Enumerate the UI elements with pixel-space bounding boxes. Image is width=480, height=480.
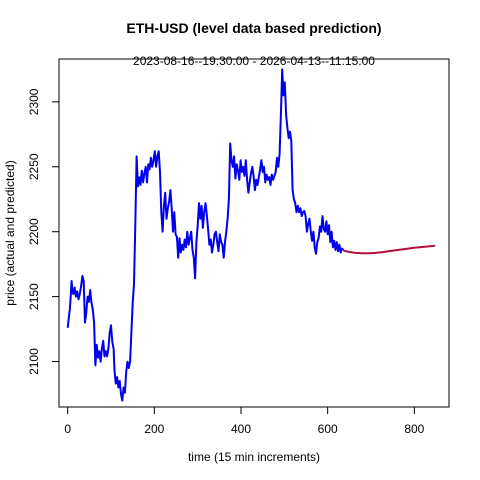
x-axis: 0 200 400 600 800 bbox=[64, 406, 425, 436]
x-tick-label: 600 bbox=[318, 422, 338, 436]
y-tick-label: 2200 bbox=[27, 218, 41, 245]
plot-frame bbox=[58, 58, 450, 408]
x-tick-label: 800 bbox=[404, 422, 424, 436]
series-line-predicted bbox=[343, 244, 436, 255]
chart-subtitle: 2023-08-16--19:30:00 - 2026-04-13--11:15… bbox=[133, 54, 375, 68]
series-line-actual bbox=[66, 68, 345, 402]
y-tick-label: 2100 bbox=[27, 348, 41, 375]
x-axis-label: time (15 min increments) bbox=[188, 450, 320, 464]
x-tick-label: 400 bbox=[231, 422, 251, 436]
x-tick-label: 200 bbox=[144, 422, 164, 436]
x-tick-label: 0 bbox=[64, 422, 71, 436]
chart-title: ETH-USD (level data based prediction) bbox=[126, 20, 381, 36]
y-tick-label: 2300 bbox=[27, 88, 41, 115]
y-axis-label: price (actual and predicted) bbox=[3, 160, 17, 305]
y-tick-label: 2150 bbox=[27, 283, 41, 310]
y-axis: 2100 2150 2200 2250 2300 bbox=[27, 88, 60, 375]
y-tick-label: 2250 bbox=[27, 153, 41, 180]
series-layer bbox=[66, 68, 436, 402]
